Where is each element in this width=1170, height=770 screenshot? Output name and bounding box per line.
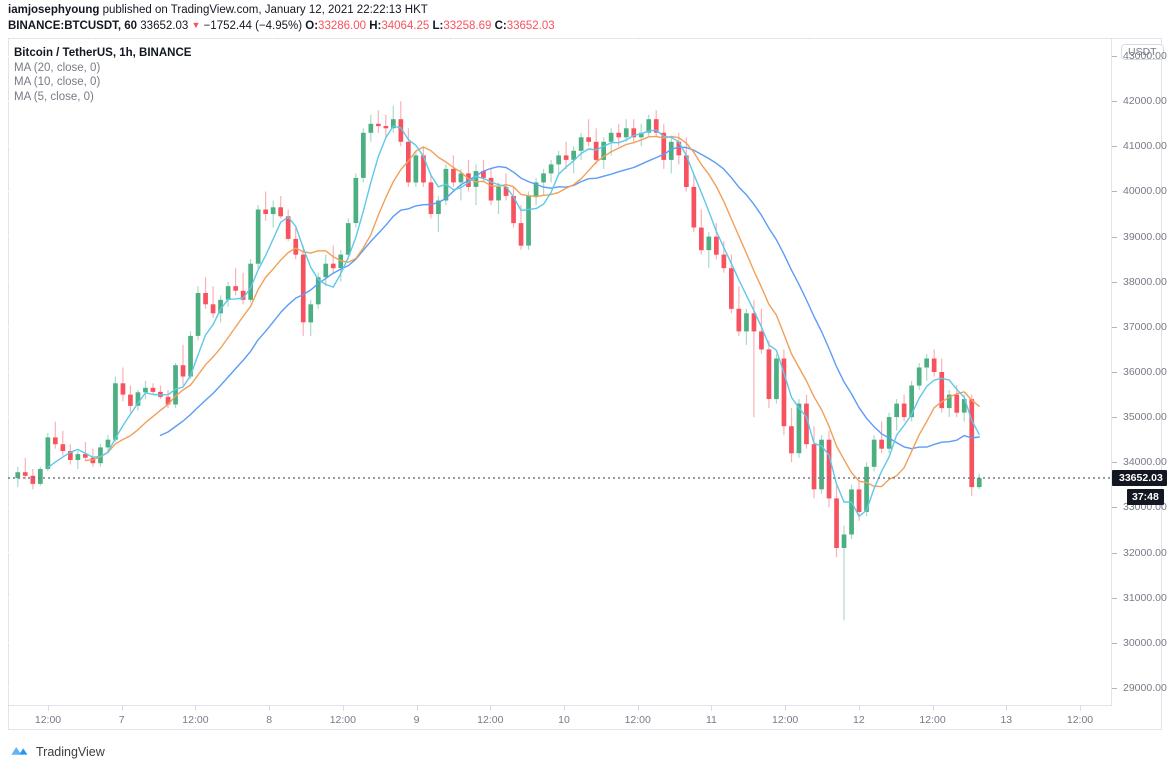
price-axis-label: 36000.00 [1123,366,1167,378]
price-axis-tick [1112,191,1117,193]
price-axis-label: 40000.00 [1123,185,1167,198]
time-axis-label: 12:00 [329,714,356,726]
high-label: H: [369,20,382,32]
time-axis[interactable]: 12:00 7 12:00 8 12:00 9 12:00 10 12:00 11 12:00 12 1… [8,706,1112,730]
time-axis-label: 7 [118,714,125,726]
time-axis-tick [1006,706,1008,711]
open-value: 33286.00 [318,20,367,32]
legend-ma-5[interactable]: MA (5, close, 0) [14,90,94,103]
time-axis-label: 12:00 [1066,714,1094,726]
price-axis-tick [1112,146,1117,148]
price-axis-label: 37000.00 [1123,320,1167,333]
price-axis-tick [1112,462,1117,464]
price-axis-tick [1112,642,1117,644]
bar-countdown-label: 37:48 [1127,488,1164,505]
time-axis-tick [195,706,197,711]
time-axis-tick [269,706,271,711]
chart-header: iamjosephyoung published on TradingView.… [8,3,555,34]
price-axis-tick [1112,597,1117,599]
chart-legend: Bitcoin / TetherUS, 1h, BINANCE MA (20, … [14,46,191,104]
price-axis-label: 31000.00 [1123,591,1167,604]
close-value: 33652.03 [506,20,555,32]
time-axis-label: 12 [853,714,865,726]
time-axis-label: 12:00 [919,714,946,726]
price-axis-label: 38000.00 [1123,275,1167,288]
price-axis-label: 32000.00 [1123,546,1167,559]
time-axis-label: 9 [413,714,420,726]
price-axis-tick [1112,507,1117,509]
legend-title: Bitcoin / TetherUS, 1h, BINANCE [14,47,192,59]
price-axis-label: 35000.00 [1123,411,1167,424]
time-axis-tick [564,706,565,711]
price-axis-tick [1112,101,1117,103]
triangle-down-icon: ▼ [191,20,201,30]
low-label: L: [432,20,444,32]
time-axis-tick [48,706,49,711]
price-axis-tick [1112,56,1117,58]
time-axis-label: 13 [1000,714,1013,726]
tradingview-logo-icon [11,747,28,755]
time-axis-tick [711,706,713,711]
price-axis[interactable]: USDT 43000.00 42000.00 41000.00 40000.00 390… [1112,38,1167,706]
time-axis-tick [637,706,639,711]
time-axis-label: 12:00 [624,714,651,726]
last-price: 33652.03 [140,20,189,32]
time-axis-tick [1080,706,1081,711]
time-axis-tick [342,706,344,711]
chart-frame [8,38,1162,730]
time-axis-label: 12:00 [772,714,799,726]
currency-badge[interactable]: USDT [1121,44,1164,60]
price-axis-tick [1112,417,1117,419]
publish-info-line: iamjosephyoung published on TradingView.… [8,3,555,18]
time-axis-tick [416,706,418,711]
ohlc-quote-line: BINANCE:BTCUSDT, 60 33652.03 ▼ −1752.44 … [8,18,555,34]
time-axis-tick [785,706,787,711]
price-axis-tick [1112,281,1117,283]
price-axis-label: 34000.00 [1123,456,1167,469]
price-axis-label: 42000.00 [1123,95,1167,108]
current-price-label[interactable]: 33652.03 [1112,469,1167,486]
low-value: 33258.69 [443,20,492,32]
time-axis-label: 12:00 [182,714,209,726]
price-axis-label: 39000.00 [1123,230,1167,243]
symbol-label: BINANCE:BTCUSDT, 60 [8,20,138,32]
price-axis-tick [1112,552,1117,554]
price-axis-label: 29000.00 [1123,681,1167,694]
time-axis-label: 8 [266,714,273,726]
time-axis-label: 10 [558,714,570,726]
close-label: C: [494,20,507,32]
time-axis-label: 12:00 [477,714,504,726]
price-axis-tick [1112,687,1117,689]
price-axis-label: 43000.00 [1123,50,1167,63]
price-axis-label: 30000.00 [1123,636,1167,649]
high-value: 34064.25 [381,20,430,32]
change-absolute: −1752.44 [203,20,252,32]
time-axis-tick [932,706,934,711]
footer-branding: TradingView [10,742,105,761]
time-axis-tick [858,706,860,711]
footer-brand-label: TradingView [36,744,105,759]
price-axis-tick [1112,372,1117,373]
open-label: O: [305,20,319,32]
candlestick-svg [8,38,1111,705]
price-axis-label: 41000.00 [1123,140,1167,153]
author-name: iamjosephyoung [8,4,100,16]
time-axis-label: 11 [705,714,717,726]
legend-ma-20[interactable]: MA (20, close, 0) [14,61,101,74]
chart-plot-area[interactable] [8,38,1112,706]
time-axis-tick [490,706,492,711]
legend-ma-10[interactable]: MA (10, close, 0) [14,76,101,88]
time-axis-label: 12:00 [34,714,62,726]
change-percent: (−4.95%) [255,20,303,32]
time-axis-tick [121,706,123,711]
publish-text: published on TradingView.com, January 12… [99,4,428,16]
price-axis-tick [1112,236,1117,238]
price-axis-tick [1112,326,1117,328]
